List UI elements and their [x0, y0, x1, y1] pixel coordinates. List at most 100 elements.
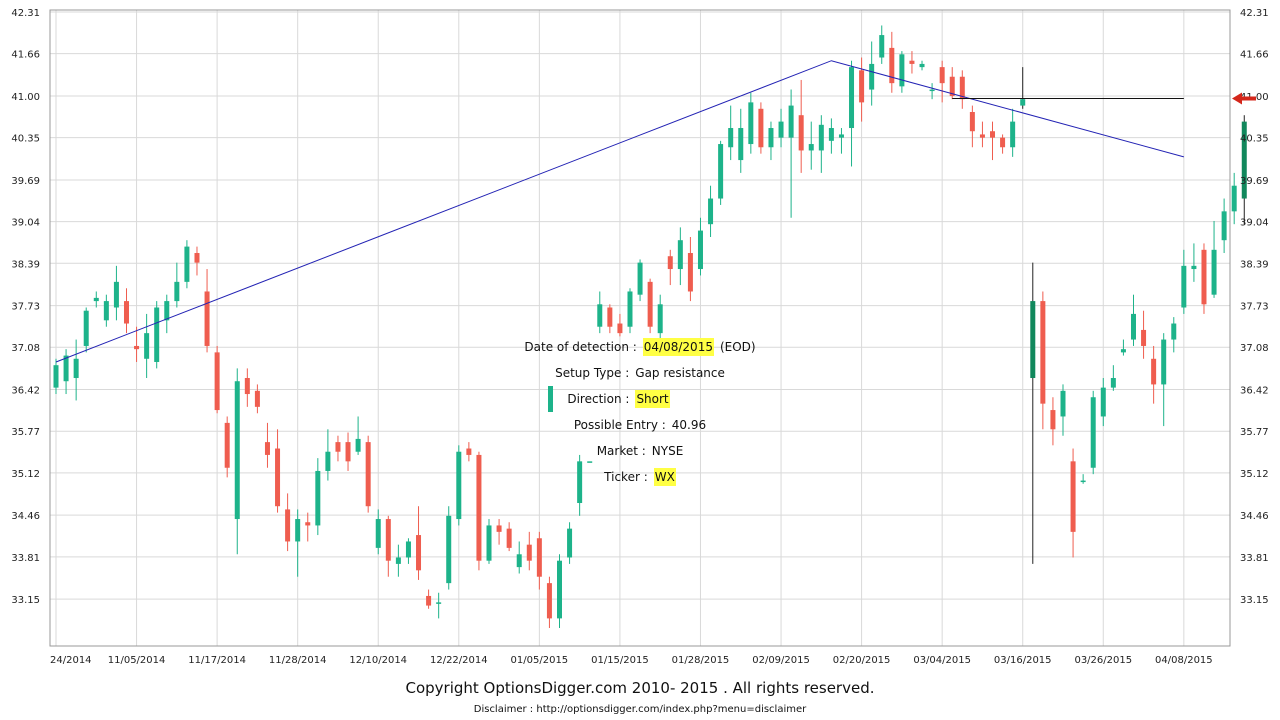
- candle-body: [345, 442, 351, 462]
- candle-body: [929, 89, 935, 92]
- candle: [184, 240, 190, 289]
- y-tick-label-right: 41.66: [1240, 50, 1269, 61]
- candle-body: [526, 544, 532, 561]
- candle: [516, 541, 522, 574]
- candle: [939, 60, 945, 103]
- candle-body: [113, 281, 119, 308]
- candle-body: [234, 381, 240, 520]
- candle-body: [405, 541, 411, 558]
- candle-body: [708, 198, 714, 225]
- candle: [677, 227, 683, 286]
- market-label: Market :: [596, 444, 646, 458]
- candle: [365, 435, 371, 513]
- y-tick-label-right: 36.42: [1240, 386, 1269, 397]
- candle-body: [275, 448, 281, 507]
- candle: [697, 217, 703, 276]
- candle: [345, 432, 351, 471]
- candle-body: [436, 602, 442, 604]
- candle: [889, 31, 895, 93]
- candle-body: [1080, 480, 1086, 483]
- candle: [1000, 134, 1006, 154]
- candle-body: [647, 281, 653, 327]
- candle: [63, 349, 69, 395]
- date-row: Date of detection : 04/08/2015 (EOD): [470, 334, 810, 360]
- candle: [73, 339, 79, 401]
- candle-body: [587, 461, 593, 463]
- candle: [969, 105, 975, 148]
- candle: [224, 416, 230, 478]
- x-tick-label: 03/26/2015: [1074, 655, 1132, 666]
- candle-body: [315, 470, 321, 526]
- candle-body: [224, 422, 230, 468]
- candle: [728, 105, 734, 161]
- candle-body: [194, 253, 200, 263]
- y-tick-label-right: 40.35: [1240, 134, 1269, 145]
- candle-body: [1171, 323, 1177, 340]
- x-tick-label: 03/16/2015: [994, 655, 1052, 666]
- candle: [577, 454, 583, 516]
- candle: [93, 291, 99, 308]
- candle: [1110, 365, 1116, 391]
- candle: [416, 506, 422, 580]
- candle-body: [466, 448, 472, 455]
- annotation-lines: [55, 60, 1184, 363]
- candle: [1030, 262, 1036, 564]
- candle: [778, 108, 784, 148]
- candle: [375, 509, 381, 555]
- x-tick-label: 11/05/2014: [108, 655, 166, 666]
- candle: [859, 57, 865, 122]
- entry-row: Possible Entry : 40.96: [470, 412, 810, 438]
- candle-body: [909, 60, 915, 64]
- candle: [1010, 108, 1016, 157]
- y-tick-label-left: 33.81: [11, 553, 40, 564]
- candle: [194, 246, 200, 276]
- disclaimer-link[interactable]: Disclaimer : http://optionsdigger.com/in…: [473, 704, 807, 715]
- candle-body: [546, 583, 552, 619]
- candle: [395, 544, 401, 577]
- candle-body: [667, 256, 673, 270]
- candle-body: [536, 538, 542, 577]
- date-suffix: (EOD): [719, 340, 756, 354]
- resistance-arrow-icon: [1232, 92, 1256, 105]
- candle-body: [557, 560, 562, 619]
- candle: [526, 531, 532, 571]
- candle-body: [93, 297, 99, 302]
- candle-body: [1110, 378, 1116, 388]
- direction-value: Short: [635, 390, 670, 408]
- candle: [355, 416, 361, 455]
- candle: [1090, 390, 1096, 475]
- candle: [1221, 198, 1227, 254]
- candle: [1060, 384, 1066, 436]
- candle-body: [607, 307, 613, 327]
- candle-body: [83, 310, 89, 346]
- candle: [164, 294, 170, 334]
- candle: [385, 515, 391, 577]
- y-tick-label-left: 39.69: [11, 176, 40, 187]
- y-axis-left: 42.31 41.66 41.00 40.35 39.69 39.04 38.39 37.73…: [11, 8, 40, 606]
- y-tick-label-left: 40.35: [11, 134, 40, 145]
- candle-body: [879, 35, 885, 58]
- candle-body: [244, 378, 250, 395]
- candle: [103, 294, 109, 327]
- candle: [1020, 67, 1026, 109]
- candle-body: [1191, 265, 1197, 270]
- candle-body: [1151, 358, 1157, 385]
- candle-body: [446, 515, 452, 584]
- candle: [738, 108, 744, 173]
- candle: [718, 140, 724, 205]
- date-value: 04/08/2015: [642, 338, 714, 356]
- candle-body: [285, 509, 291, 542]
- candle: [496, 519, 502, 545]
- candle-body: [748, 102, 754, 145]
- candle: [234, 368, 240, 555]
- candle-body: [1060, 390, 1066, 417]
- candle-body: [295, 519, 301, 542]
- candle-body: [355, 438, 361, 452]
- candle: [305, 512, 311, 542]
- candle-body: [758, 108, 764, 148]
- market-row: Market : NYSE: [470, 438, 810, 464]
- candle: [335, 435, 341, 462]
- ticker-row: Ticker : WX: [470, 464, 810, 490]
- candle: [708, 185, 714, 237]
- candle-body: [778, 121, 784, 138]
